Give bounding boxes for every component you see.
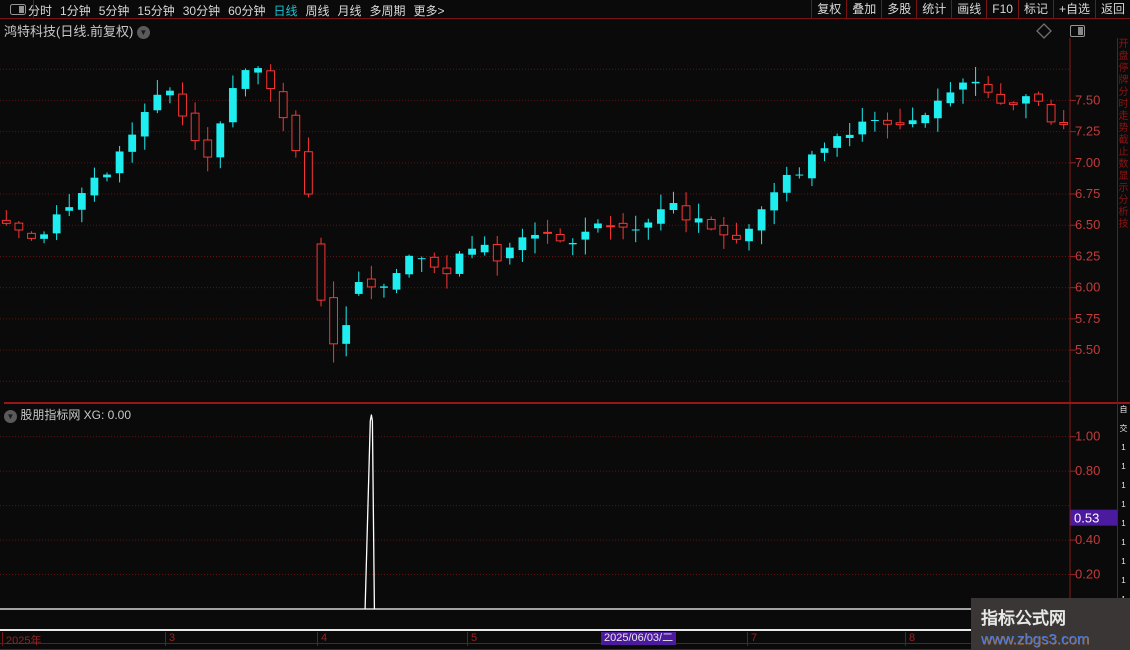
svg-text:5.50: 5.50: [1075, 342, 1100, 357]
svg-text:6.00: 6.00: [1075, 280, 1100, 295]
svg-text:6.25: 6.25: [1075, 248, 1100, 263]
svg-text:0.53: 0.53: [1074, 511, 1099, 526]
svg-text:7.25: 7.25: [1075, 124, 1100, 139]
svg-text:0.40: 0.40: [1075, 532, 1100, 547]
svg-text:5.75: 5.75: [1075, 311, 1100, 326]
svg-text:7.00: 7.00: [1075, 155, 1100, 170]
svg-text:1.00: 1.00: [1075, 429, 1100, 444]
svg-text:0.80: 0.80: [1075, 463, 1100, 478]
svg-text:6.75: 6.75: [1075, 186, 1100, 201]
svg-text:6.50: 6.50: [1075, 217, 1100, 232]
svg-text:0.20: 0.20: [1075, 567, 1100, 582]
svg-text:7.50: 7.50: [1075, 92, 1100, 107]
